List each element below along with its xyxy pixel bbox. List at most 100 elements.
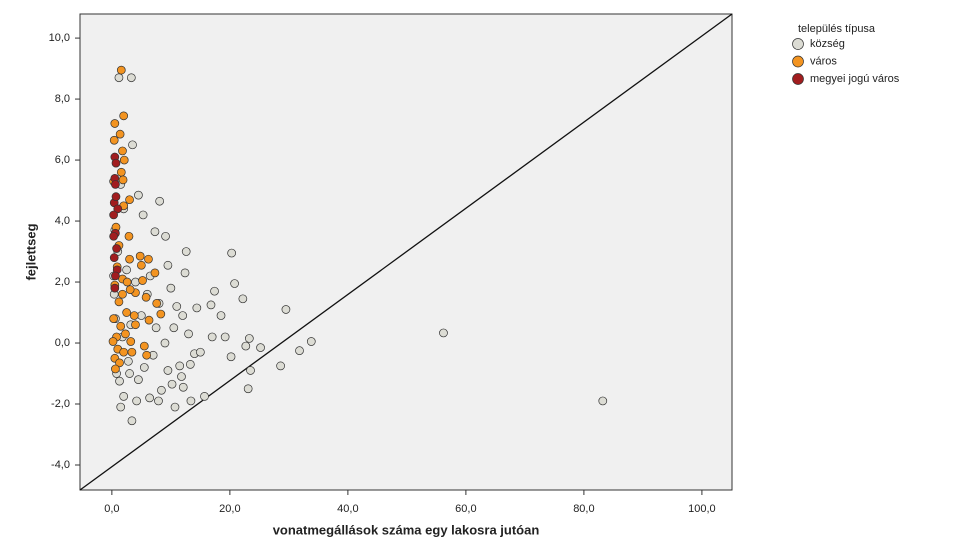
point xyxy=(200,392,209,401)
point xyxy=(124,356,133,366)
x-tick-label: 100,0 xyxy=(688,503,716,515)
point xyxy=(114,73,124,83)
point xyxy=(138,276,147,285)
point xyxy=(131,320,140,330)
point xyxy=(109,135,119,145)
point xyxy=(170,402,180,412)
point xyxy=(116,402,126,412)
point xyxy=(138,210,148,220)
point xyxy=(167,379,177,389)
point xyxy=(163,366,173,375)
y-tick-label: 0,0 xyxy=(55,337,70,349)
point xyxy=(152,299,162,308)
reference-line xyxy=(79,13,733,491)
point xyxy=(109,210,118,220)
point xyxy=(160,338,170,348)
point xyxy=(144,254,153,264)
point xyxy=(116,321,126,331)
point xyxy=(132,396,141,406)
point xyxy=(227,248,236,258)
point xyxy=(216,311,226,320)
legend-label: megyei jogú város xyxy=(810,73,900,85)
point xyxy=(113,204,123,214)
point xyxy=(243,384,253,394)
point xyxy=(116,167,126,177)
point xyxy=(178,382,188,392)
legend-marker xyxy=(792,38,804,50)
point xyxy=(118,289,127,299)
point xyxy=(118,146,127,156)
point xyxy=(127,347,137,357)
point xyxy=(115,129,125,139)
point xyxy=(109,231,118,241)
y-tick-label: 8,0 xyxy=(55,93,70,105)
point xyxy=(142,350,152,360)
point xyxy=(125,285,135,295)
point xyxy=(220,332,230,342)
point xyxy=(186,396,196,406)
point xyxy=(121,329,130,339)
point xyxy=(134,375,143,384)
point xyxy=(226,352,236,362)
point xyxy=(178,311,188,320)
point xyxy=(111,364,120,374)
point xyxy=(119,347,129,357)
point xyxy=(181,247,191,256)
point xyxy=(156,309,166,319)
point xyxy=(118,175,128,185)
point xyxy=(295,346,304,355)
point xyxy=(116,65,126,75)
point xyxy=(109,314,118,323)
point xyxy=(163,260,173,270)
point xyxy=(122,265,131,275)
point xyxy=(185,360,195,369)
y-tick-label: 4,0 xyxy=(55,215,70,227)
point xyxy=(111,180,120,189)
y-axis-title: fejlettseg xyxy=(23,223,38,280)
point xyxy=(125,369,134,378)
point xyxy=(112,244,121,253)
point xyxy=(125,254,134,264)
point xyxy=(150,227,160,237)
point xyxy=(109,253,119,262)
legend-title: település típusa xyxy=(798,23,876,35)
point xyxy=(134,190,143,200)
y-tick-label: 10,0 xyxy=(49,32,70,44)
point xyxy=(135,251,145,261)
point xyxy=(238,294,248,304)
y-tick-label: 2,0 xyxy=(55,276,70,288)
point xyxy=(125,195,134,205)
point xyxy=(111,158,121,168)
x-tick-label: 20,0 xyxy=(219,503,240,515)
point xyxy=(439,328,448,338)
x-tick-label: 80,0 xyxy=(573,503,594,515)
point xyxy=(119,392,129,401)
point xyxy=(177,372,186,381)
legend-marker xyxy=(792,55,804,68)
point xyxy=(151,323,161,333)
point xyxy=(154,396,163,406)
point xyxy=(122,308,131,317)
point xyxy=(141,292,151,302)
point xyxy=(306,337,316,346)
y-tick-label: -2,0 xyxy=(51,398,70,410)
point xyxy=(122,277,132,287)
point xyxy=(281,305,291,314)
point xyxy=(180,268,190,278)
x-tick-label: 0,0 xyxy=(104,503,119,515)
point xyxy=(166,283,176,293)
point xyxy=(115,358,124,368)
legend-label: város xyxy=(810,55,837,67)
point xyxy=(131,277,140,287)
point xyxy=(119,155,129,165)
point xyxy=(210,286,219,296)
point xyxy=(169,323,179,333)
point xyxy=(230,279,239,288)
point xyxy=(124,231,134,241)
y-tick-label: -4,0 xyxy=(51,459,70,471)
point xyxy=(127,416,137,426)
point xyxy=(108,337,118,346)
legend-label: község xyxy=(810,38,845,50)
